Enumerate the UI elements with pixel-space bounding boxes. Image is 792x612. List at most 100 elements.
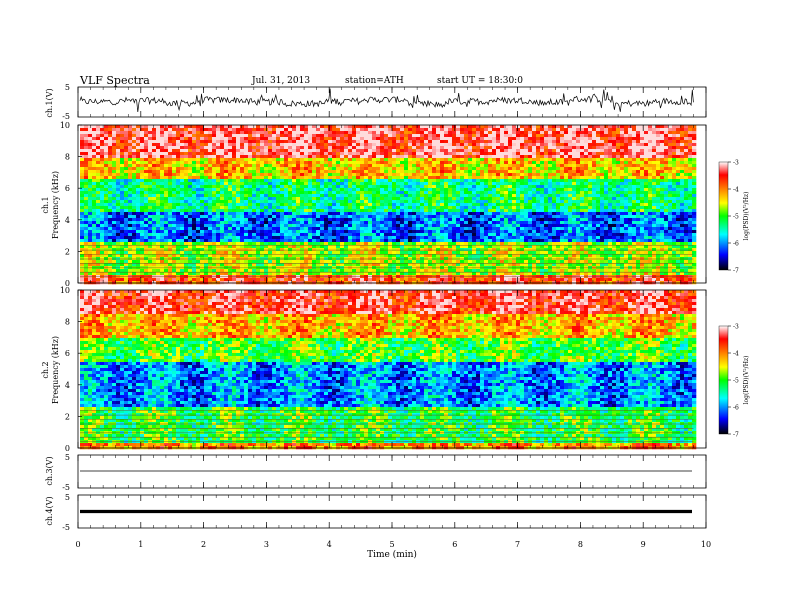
spectrogram-cell	[280, 170, 285, 174]
spectrogram-cell	[684, 170, 689, 174]
spectrogram-cell	[528, 215, 533, 219]
spectrogram-cell	[104, 221, 109, 225]
spectrogram-cell	[432, 200, 437, 204]
spectrogram-cell	[640, 218, 645, 222]
spectrogram-cell	[624, 209, 629, 213]
spectrogram-cell	[324, 197, 329, 201]
spectrogram-cell	[540, 218, 545, 222]
spectrogram-cell	[108, 164, 113, 168]
spectrogram-cell	[668, 218, 673, 222]
spectrogram-cell	[644, 182, 649, 186]
spectrogram-cell	[496, 188, 501, 192]
spectrogram-cell	[632, 164, 637, 168]
spectrogram-cell	[508, 131, 513, 135]
spectrogram-cell	[512, 203, 517, 207]
spectrogram-cell	[100, 155, 105, 159]
spectrogram-cell	[176, 131, 181, 135]
spectrogram-cell	[524, 197, 529, 201]
spectrogram-cell	[508, 197, 513, 201]
spectrogram-cell	[556, 182, 561, 186]
spectrogram-cell	[648, 140, 653, 144]
spectrogram-cell	[228, 131, 233, 135]
spectrogram-cell	[444, 134, 449, 138]
spectrogram-cell	[672, 167, 677, 171]
spectrogram-cell	[172, 167, 177, 171]
spectrogram-cell	[288, 140, 293, 144]
spectrogram-cell	[316, 209, 321, 213]
spectrogram-cell	[232, 143, 237, 147]
spectrogram-cell	[504, 137, 509, 141]
spectrogram-cell	[196, 179, 201, 183]
spectrogram-cell	[544, 164, 549, 168]
spectrogram-cell	[520, 218, 525, 222]
spectrogram-cell	[152, 179, 157, 183]
spectrogram-cell	[524, 194, 529, 198]
spectrogram-cell	[180, 188, 185, 192]
spectrogram-cell	[216, 167, 221, 171]
spectrogram-cell	[180, 125, 185, 129]
spectrogram-cell	[428, 188, 433, 192]
spectrogram-cell	[160, 176, 165, 180]
spectrogram-cell	[664, 197, 669, 201]
spectrogram-cell	[388, 164, 393, 168]
spectrogram-cell	[636, 131, 641, 135]
spectrogram-cell	[468, 215, 473, 219]
spectrogram-cell	[624, 203, 629, 207]
spectrogram-cell	[272, 173, 277, 177]
spectrogram-cell	[552, 125, 557, 129]
spectrogram-cell	[216, 146, 221, 150]
spectrogram-cell	[608, 134, 613, 138]
spectrogram-cell	[676, 182, 681, 186]
spectrogram-cell	[592, 134, 597, 138]
spectrogram-cell	[304, 182, 309, 186]
spectrogram-cell	[288, 137, 293, 141]
spectrogram-cell	[128, 215, 133, 219]
spectrogram-cell	[132, 215, 137, 219]
spectrogram-cell	[676, 155, 681, 159]
spectrogram-cell	[576, 206, 581, 210]
spectrogram-cell	[244, 155, 249, 159]
spectrogram-cell	[144, 182, 149, 186]
spectrogram-cell	[488, 197, 493, 201]
spectrogram-cell	[172, 191, 177, 195]
spectrogram-cell	[604, 170, 609, 174]
spectrogram-cell	[468, 176, 473, 180]
spectrogram-cell	[364, 200, 369, 204]
spectrogram-cell	[612, 176, 617, 180]
spectrogram-cell	[276, 170, 281, 174]
spectrogram-cell	[616, 173, 621, 177]
spectrogram-cell	[264, 191, 269, 195]
spectrogram-cell	[472, 179, 477, 183]
spectrogram-cell	[648, 179, 653, 183]
spectrogram-cell	[368, 146, 373, 150]
spectrogram-cell	[468, 212, 473, 216]
spectrogram-cell	[592, 197, 597, 201]
spectrogram-cell	[96, 221, 101, 225]
spectrogram-cell	[600, 128, 605, 132]
spectrogram-cell	[348, 203, 353, 207]
spectrogram-cell	[440, 191, 445, 195]
spectrogram-cell	[400, 188, 405, 192]
spectrogram-cell	[164, 167, 169, 171]
spectrogram-cell	[568, 203, 573, 207]
spectrogram-cell	[112, 191, 117, 195]
spectrogram-cell	[596, 191, 601, 195]
spectrogram-cell	[188, 158, 193, 162]
spectrogram-cell	[384, 128, 389, 132]
spectrogram-cell	[324, 194, 329, 198]
spectrogram-cell	[216, 209, 221, 213]
spectrogram-cell	[152, 176, 157, 180]
spectrogram-cell	[140, 203, 145, 207]
spectrogram-cell	[292, 152, 297, 156]
spectrogram-cell	[396, 200, 401, 204]
spectrogram-cell	[200, 218, 205, 222]
spectrogram-cell	[224, 203, 229, 207]
spectrogram-cell	[556, 185, 561, 189]
spectrogram-cell	[596, 185, 601, 189]
spectrogram-cell	[536, 218, 541, 222]
spectrogram-cell	[144, 155, 149, 159]
spectrogram-cell	[368, 158, 373, 162]
spectrogram-cell	[220, 179, 225, 183]
spectrogram-cell	[308, 209, 313, 213]
spectrogram-cell	[688, 197, 693, 201]
